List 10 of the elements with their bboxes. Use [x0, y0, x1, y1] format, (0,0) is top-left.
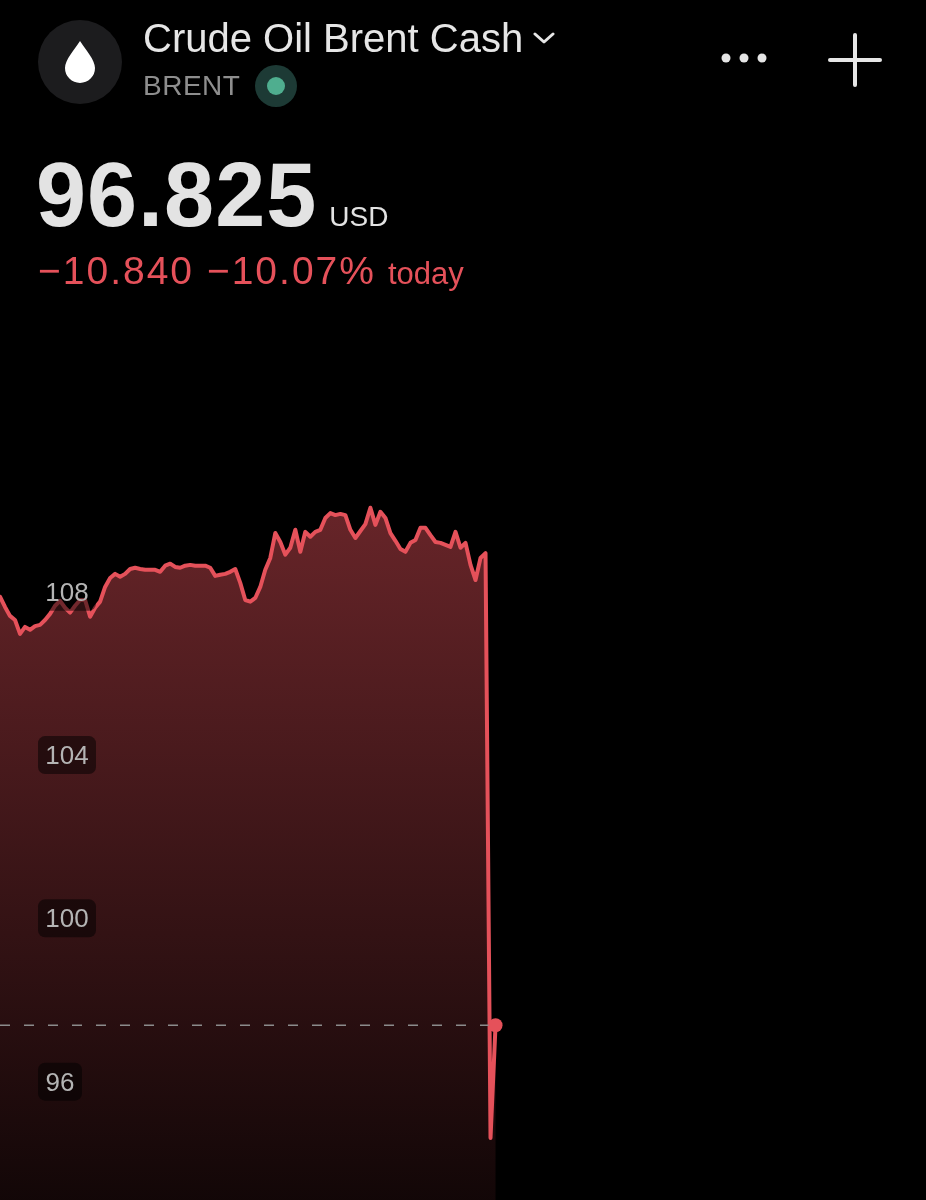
y-tick-label: 108	[45, 576, 89, 607]
chart-title: Crude Oil Brent Cash	[143, 15, 524, 62]
text: BRENT	[143, 69, 241, 103]
annotation: 96.825	[36, 145, 318, 245]
annotation: today	[387, 256, 464, 292]
y-tick-label: 100	[45, 903, 89, 934]
y-tick-label: 96	[45, 1066, 75, 1097]
annotation: −10.840 −10.07%	[38, 248, 376, 294]
y-tick-label: 104	[45, 740, 89, 771]
annotation: USD	[329, 201, 389, 233]
